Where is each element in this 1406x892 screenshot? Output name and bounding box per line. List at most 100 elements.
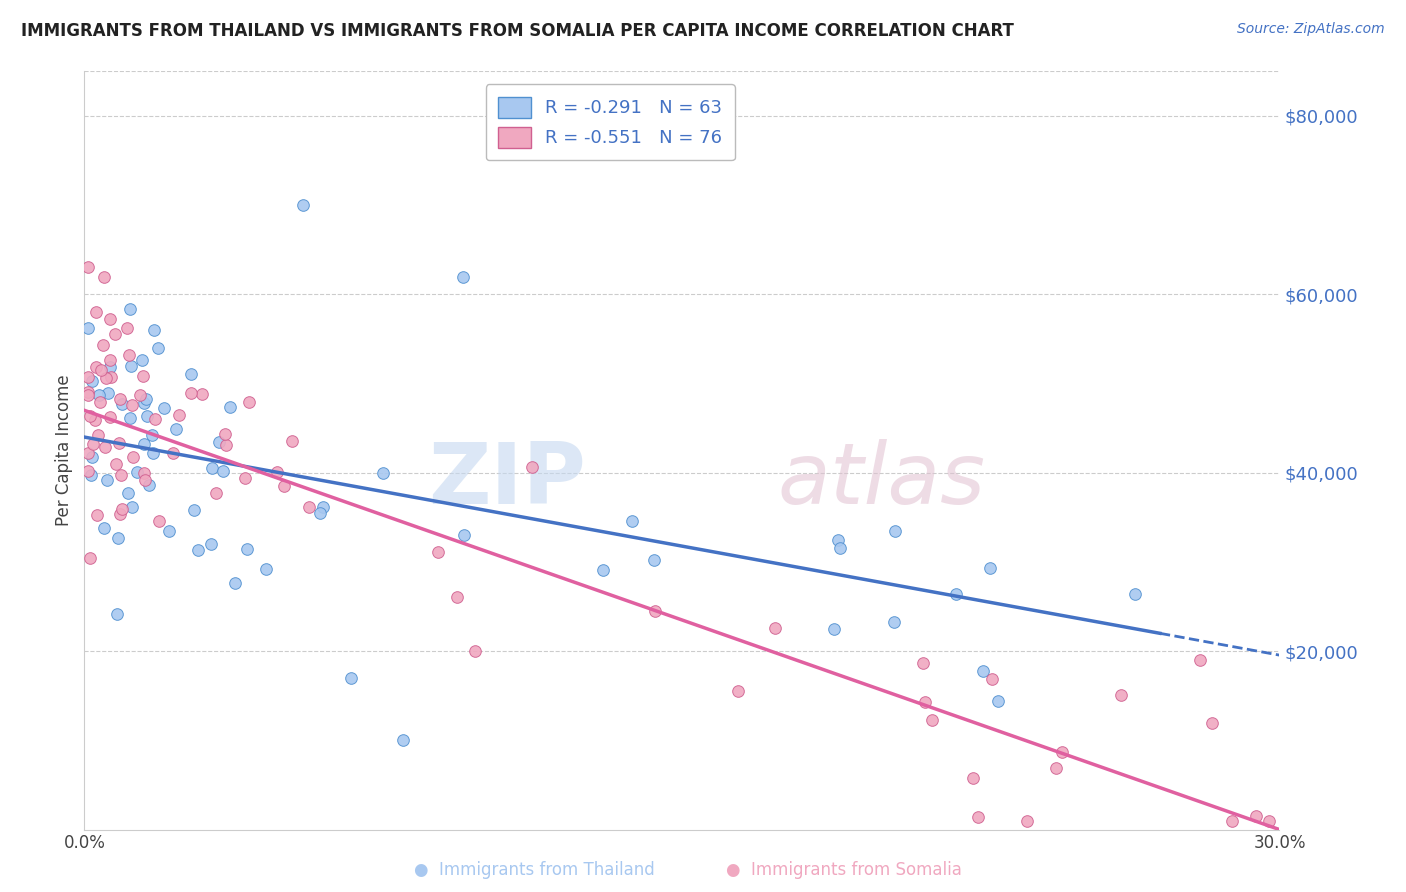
Point bbox=[921, 713, 943, 727]
Point bbox=[446, 590, 468, 604]
Point bbox=[180, 367, 202, 381]
Point bbox=[309, 506, 332, 520]
Point bbox=[208, 434, 231, 449]
Point bbox=[77, 385, 100, 400]
Point bbox=[104, 327, 127, 342]
Point bbox=[148, 515, 170, 529]
Point bbox=[142, 323, 165, 337]
Point bbox=[644, 604, 666, 618]
Point bbox=[453, 527, 475, 541]
Point bbox=[987, 694, 1010, 708]
Point bbox=[1201, 715, 1223, 730]
Point bbox=[146, 341, 169, 355]
Point bbox=[117, 485, 139, 500]
Point bbox=[131, 353, 153, 368]
Point bbox=[118, 301, 141, 316]
Point bbox=[86, 305, 108, 319]
Point bbox=[1188, 653, 1211, 667]
Point bbox=[120, 411, 142, 425]
Point bbox=[118, 348, 141, 362]
Point bbox=[912, 656, 935, 670]
Point bbox=[100, 360, 122, 375]
Point bbox=[214, 426, 236, 441]
Point bbox=[142, 446, 165, 460]
Point bbox=[145, 412, 167, 426]
Point bbox=[224, 576, 246, 591]
Point bbox=[98, 353, 121, 368]
Point bbox=[157, 524, 180, 539]
Point bbox=[727, 683, 749, 698]
Point bbox=[165, 421, 187, 435]
Point bbox=[211, 464, 233, 478]
Text: atlas: atlas bbox=[778, 439, 986, 523]
Point bbox=[132, 466, 155, 480]
Point bbox=[273, 479, 295, 493]
Point bbox=[87, 428, 110, 442]
Point bbox=[1123, 587, 1146, 601]
Point bbox=[763, 621, 786, 635]
Point bbox=[162, 445, 184, 459]
Point bbox=[134, 473, 156, 487]
Point bbox=[191, 386, 214, 401]
Point bbox=[91, 337, 114, 351]
Point bbox=[281, 434, 304, 449]
Point bbox=[97, 386, 120, 401]
Text: Source: ZipAtlas.com: Source: ZipAtlas.com bbox=[1237, 22, 1385, 37]
Point bbox=[292, 198, 315, 212]
Point bbox=[87, 387, 110, 401]
Text: ZIP: ZIP bbox=[429, 439, 586, 523]
Point bbox=[464, 644, 486, 658]
Point bbox=[1258, 814, 1281, 828]
Point bbox=[117, 320, 139, 334]
Point bbox=[134, 436, 156, 450]
Point bbox=[914, 695, 936, 709]
Point bbox=[138, 478, 160, 492]
Point bbox=[77, 370, 100, 384]
Point bbox=[972, 664, 994, 678]
Point bbox=[77, 260, 100, 275]
Point bbox=[827, 533, 849, 548]
Point bbox=[93, 269, 115, 284]
Point bbox=[180, 385, 202, 400]
Point bbox=[84, 359, 107, 374]
Point bbox=[98, 311, 121, 326]
Point bbox=[169, 408, 191, 422]
Point bbox=[520, 459, 543, 474]
Point bbox=[121, 500, 143, 514]
Point bbox=[100, 370, 122, 384]
Text: ●  Immigrants from Thailand: ● Immigrants from Thailand bbox=[413, 861, 655, 879]
Point bbox=[79, 551, 101, 566]
Point bbox=[620, 514, 643, 528]
Point bbox=[312, 500, 335, 515]
Point bbox=[132, 368, 155, 383]
Point bbox=[183, 503, 205, 517]
Point bbox=[108, 436, 131, 450]
Point bbox=[120, 359, 142, 373]
Point bbox=[883, 524, 905, 538]
Legend: R = -0.291   N = 63, R = -0.551   N = 76: R = -0.291 N = 63, R = -0.551 N = 76 bbox=[485, 84, 735, 161]
Point bbox=[823, 622, 845, 636]
Point bbox=[1222, 814, 1244, 828]
Point bbox=[200, 537, 222, 551]
Point bbox=[98, 410, 121, 425]
Point bbox=[77, 446, 100, 460]
Point bbox=[945, 586, 967, 600]
Point bbox=[1017, 814, 1039, 828]
Point bbox=[981, 672, 1004, 686]
Text: ●  Immigrants from Somalia: ● Immigrants from Somalia bbox=[725, 861, 962, 879]
Point bbox=[152, 401, 174, 416]
Point bbox=[89, 395, 111, 409]
Text: IMMIGRANTS FROM THAILAND VS IMMIGRANTS FROM SOMALIA PER CAPITA INCOME CORRELATIO: IMMIGRANTS FROM THAILAND VS IMMIGRANTS F… bbox=[21, 22, 1014, 40]
Point bbox=[426, 545, 449, 559]
Point bbox=[122, 450, 145, 464]
Point bbox=[392, 733, 415, 747]
Point bbox=[643, 553, 665, 567]
Point bbox=[136, 409, 159, 423]
Point bbox=[340, 671, 363, 685]
Point bbox=[96, 371, 118, 385]
Point bbox=[1244, 808, 1267, 822]
Y-axis label: Per Capita Income: Per Capita Income bbox=[55, 375, 73, 526]
Point bbox=[77, 464, 100, 478]
Point bbox=[128, 388, 150, 402]
Point bbox=[592, 563, 614, 577]
